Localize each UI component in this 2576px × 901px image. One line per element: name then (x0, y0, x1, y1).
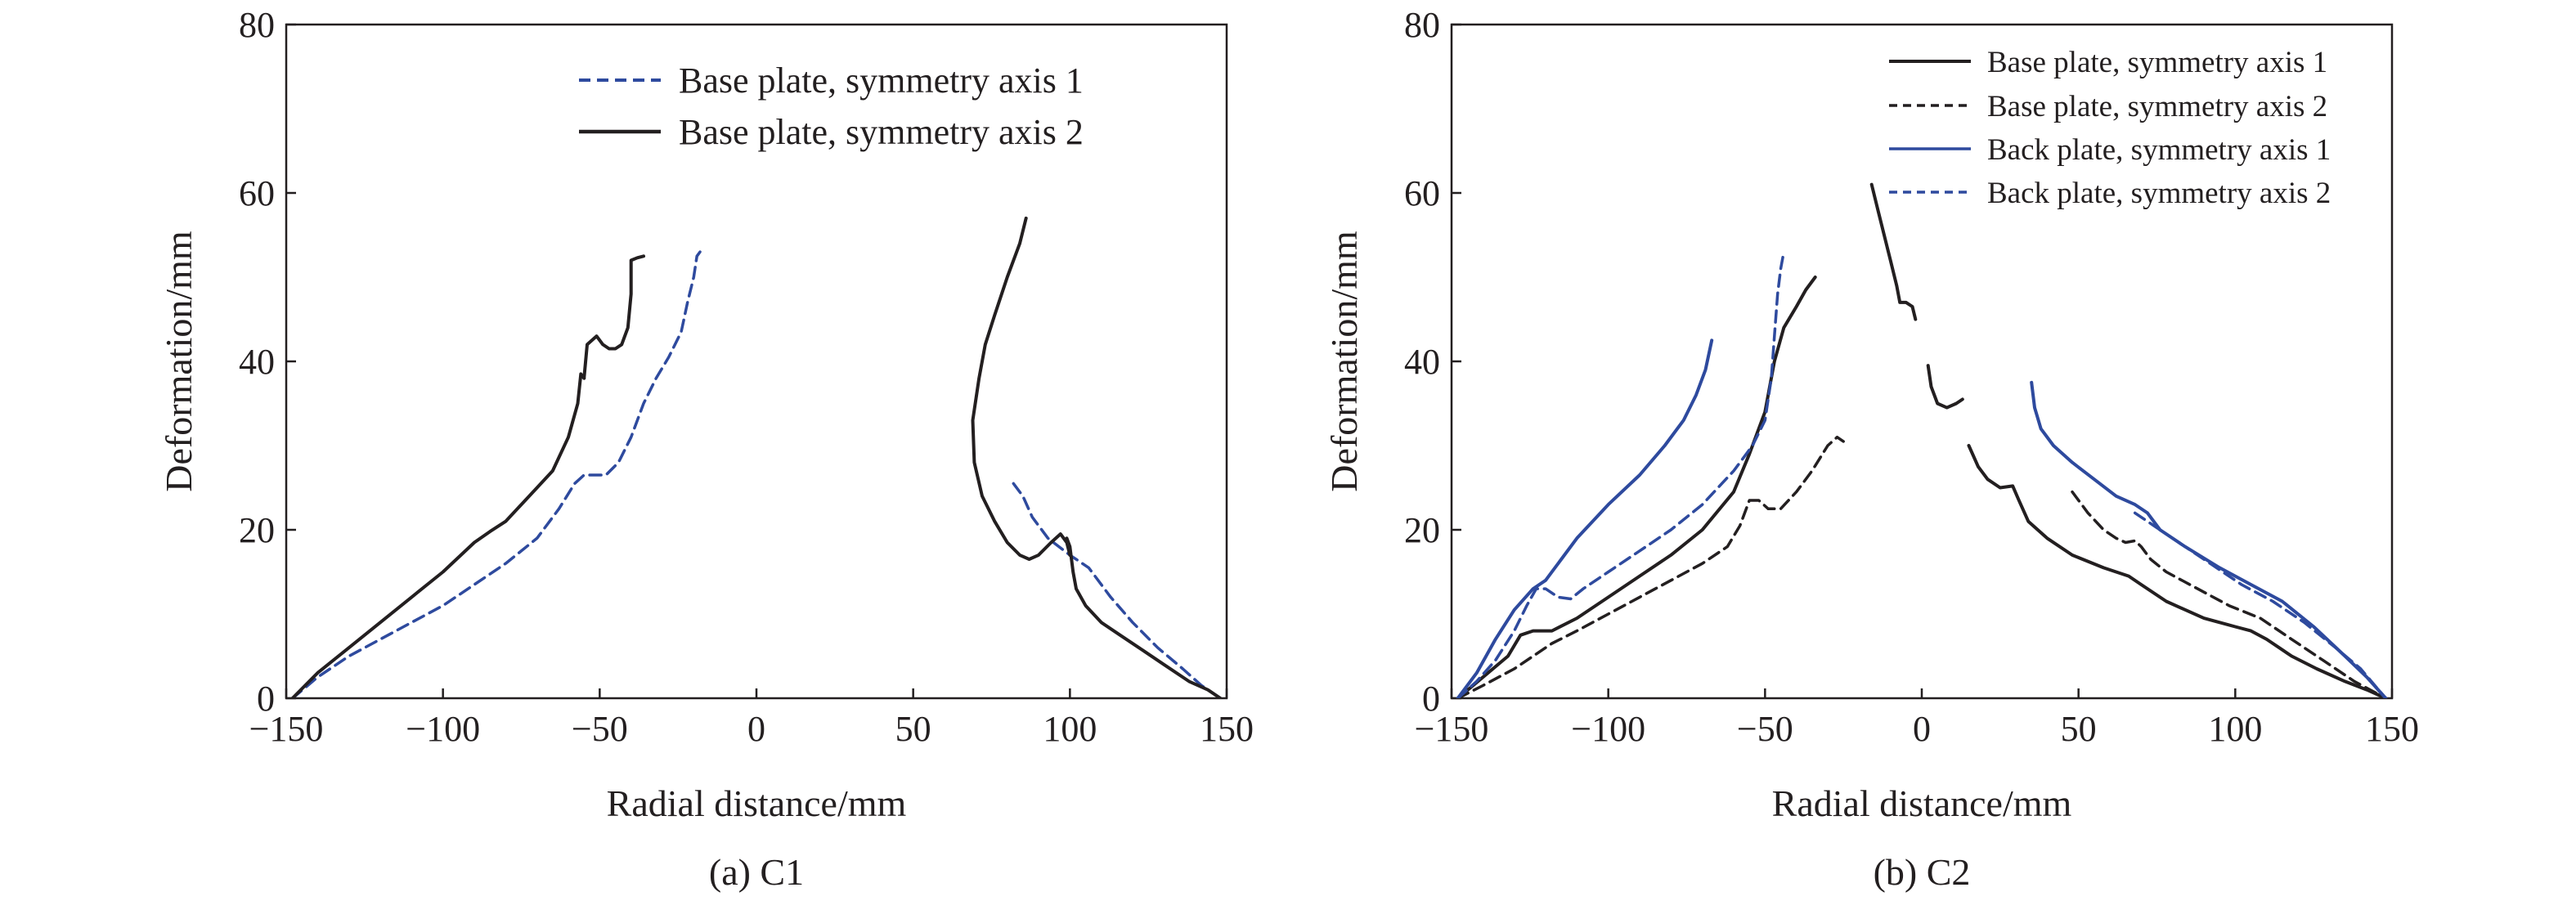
x-axis: −150 −100 −50 0 50 100 150 (249, 688, 1254, 749)
x-tick-label: 100 (1043, 709, 1097, 749)
series-line-0 (1926, 364, 1964, 410)
y-tick-label: 60 (1404, 173, 1440, 213)
x-tick-label: −50 (1737, 709, 1793, 749)
series-line-2 (1456, 338, 1714, 698)
legend-label: Base plate, symmetry axis 2 (1987, 90, 2327, 123)
x-tick-label: −100 (1571, 709, 1645, 749)
y-tick-label: 40 (1404, 342, 1440, 382)
series-line-1 (1456, 435, 1845, 698)
series-line-1 (582, 254, 645, 380)
y-axis: 0 20 40 60 80 (1404, 5, 1461, 719)
x-tick-label: −100 (406, 709, 480, 749)
chart-panel-c1: 0 20 40 60 80 −150 −100 −50 0 50 100 150 Deformati… (158, 5, 1254, 893)
x-tick-label: 150 (2365, 709, 2419, 749)
x-tick-label: 150 (1200, 709, 1254, 749)
y-tick-label: 40 (239, 342, 275, 382)
series-line-1 (290, 372, 586, 698)
y-tick-label: 80 (239, 5, 275, 45)
panel-caption: (b) C2 (1874, 851, 1971, 893)
plot-frame (1450, 23, 2394, 700)
x-axis: −150 −100 −50 0 50 100 150 (1415, 688, 2419, 749)
y-tick-label: 20 (1404, 510, 1440, 550)
series-line-0 (290, 250, 702, 698)
y-axis-label: Deformation/mm (158, 231, 200, 492)
x-axis-label: Radial distance/mm (607, 782, 907, 824)
series-line-0 (1012, 482, 1223, 698)
series-lines (1456, 182, 2388, 698)
legend-label: Base plate, symmetry axis 1 (1987, 46, 2327, 79)
x-tick-label: 50 (2061, 709, 2097, 749)
series-line-1 (971, 216, 1072, 561)
x-tick-label: 0 (747, 709, 765, 749)
series-line-0 (1869, 182, 1918, 321)
x-tick-label: −150 (1415, 709, 1489, 749)
y-tick-label: 60 (239, 173, 275, 213)
legend-label: Back plate, symmetry axis 1 (1987, 133, 2331, 167)
series-line-1 (1065, 536, 1223, 698)
legend-label: Back plate, symmetry axis 2 (1987, 177, 2331, 210)
series-line-0 (1456, 276, 1817, 698)
chart-panel-c2: 0 20 40 60 80 −150 −100 −50 0 50 100 150 Deformati… (1323, 5, 2419, 893)
y-axis: 0 20 40 60 80 (239, 5, 296, 719)
series-lines (290, 216, 1223, 698)
panel-caption: (a) C1 (709, 851, 804, 893)
series-line-0 (1967, 444, 2388, 698)
legend: Base plate, symmetry axis 1 Base plate, … (1889, 46, 2331, 210)
x-tick-label: 50 (895, 709, 931, 749)
x-tick-label: 0 (1913, 709, 1931, 749)
y-tick-label: 0 (257, 679, 275, 719)
x-tick-label: −150 (249, 709, 324, 749)
x-axis-label: Radial distance/mm (1772, 782, 2072, 824)
y-tick-label: 20 (239, 510, 275, 550)
series-line-3 (1456, 250, 1786, 698)
legend-label: Base plate, symmetry axis 2 (679, 112, 1084, 152)
series-line-1 (2071, 490, 2388, 698)
y-tick-label: 0 (1422, 679, 1440, 719)
series-line-2 (2030, 380, 2388, 698)
series-line-3 (2133, 511, 2388, 698)
legend: Base plate, symmetry axis 1 Base plate, … (579, 61, 1084, 152)
y-axis-label: Deformation/mm (1323, 231, 1365, 492)
x-tick-label: 100 (2208, 709, 2262, 749)
legend-label: Base plate, symmetry axis 1 (679, 61, 1084, 101)
x-tick-label: −50 (572, 709, 628, 749)
y-tick-label: 80 (1404, 5, 1440, 45)
